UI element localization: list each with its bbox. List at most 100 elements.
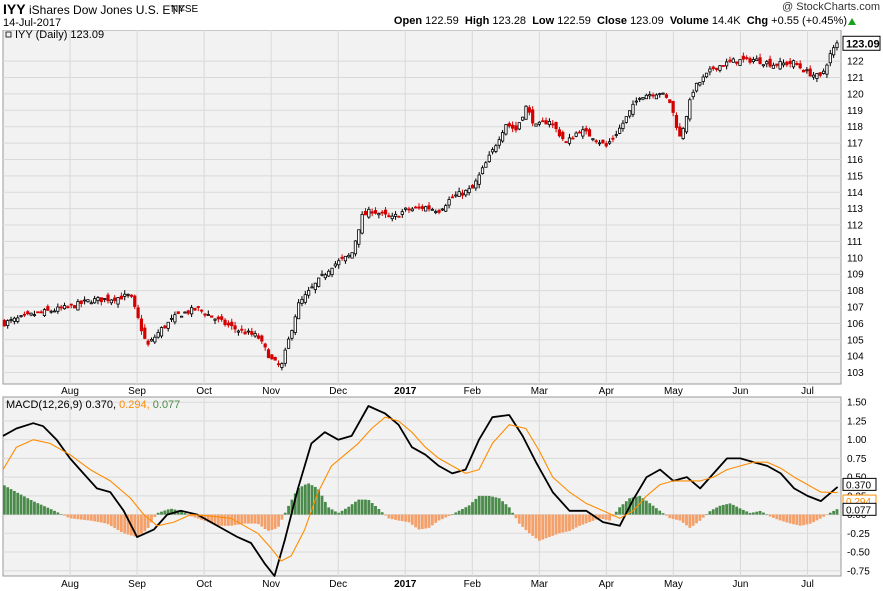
candle-body [143, 327, 147, 339]
candle-body [193, 307, 197, 311]
candle-body [26, 311, 30, 315]
histogram-bar [748, 512, 752, 515]
candle-body [136, 307, 140, 318]
histogram-bar [718, 505, 722, 515]
histogram-bar [327, 507, 331, 515]
histogram-bar [558, 514, 561, 534]
histogram-bar [380, 512, 384, 515]
y-tick-label: -0.50 [847, 548, 870, 559]
candle-body [704, 72, 709, 78]
histogram-bar [701, 514, 705, 518]
y-tick-label: 103 [847, 368, 864, 379]
candle-body [664, 94, 669, 98]
candle-body [450, 196, 455, 199]
x-tick-label: 2017 [394, 386, 417, 397]
histogram-bar [484, 495, 488, 515]
candle-body [139, 318, 144, 332]
histogram-bar [708, 511, 712, 515]
candle-body [203, 313, 207, 316]
histogram-bar [196, 514, 200, 519]
histogram-bar [728, 503, 732, 515]
quote-date: 14-Jul-2017 [3, 17, 62, 29]
histogram-bar [247, 514, 250, 524]
candle-body [684, 116, 689, 133]
candle-body [256, 335, 261, 339]
candle-body [487, 154, 491, 163]
y-tick-label: 1.00 [847, 435, 867, 446]
histogram-bar [785, 514, 789, 523]
candle-body [16, 317, 20, 322]
x-tick-label: Feb [464, 386, 482, 397]
histogram-bar [2, 485, 6, 515]
volume-label: Volume [669, 15, 709, 27]
candle-body [507, 123, 511, 127]
histogram-bar [634, 496, 638, 515]
histogram-bar [638, 495, 642, 515]
histogram-bar [782, 514, 785, 522]
candle-body [494, 145, 498, 152]
candle-body [310, 286, 314, 289]
legend-swatch [5, 31, 12, 38]
candle-body [607, 141, 612, 144]
signal-line [2, 416, 838, 562]
histogram-bar [825, 514, 829, 516]
histogram-bar [367, 500, 371, 515]
last-price-tag [842, 35, 881, 51]
y-tick-label: 114 [847, 188, 863, 199]
histogram-bar [755, 511, 759, 515]
histogram-bar [123, 514, 127, 534]
candle-body [634, 100, 638, 103]
candle-body [86, 299, 90, 303]
histogram-bar [119, 514, 123, 532]
histogram-bar [220, 514, 224, 526]
candle-body [761, 64, 766, 67]
fund-name: iShares Dow Jones U.S. ETF [29, 3, 186, 17]
histogram-bar [26, 498, 30, 515]
y-tick-label: 104 [847, 352, 864, 363]
histogram-bar [136, 514, 140, 537]
candle-body [357, 229, 361, 245]
histogram-bar [798, 514, 802, 526]
candle-body [604, 143, 608, 147]
histogram-bar [350, 504, 354, 515]
candle-body [22, 313, 27, 316]
histogram-bar [738, 508, 742, 515]
histogram-bar [487, 495, 491, 515]
candle-body [805, 69, 809, 72]
candle-body [213, 318, 217, 321]
candle-body [557, 129, 562, 137]
histogram-bar [658, 510, 662, 515]
histogram-bar [675, 514, 678, 520]
histogram-bar [574, 514, 578, 528]
candle-body [424, 206, 428, 212]
candle-body [577, 131, 582, 134]
x-tick-label: Dec [329, 386, 347, 397]
candle-body [534, 123, 538, 127]
histogram-bar [163, 510, 167, 515]
histogram-bar [818, 514, 822, 519]
candle-body [454, 194, 458, 197]
y-tick-label: 122 [847, 57, 864, 68]
histogram-bar [648, 503, 652, 515]
candle-body [2, 319, 6, 327]
candle-body [745, 57, 749, 59]
histogram-bar [354, 501, 357, 515]
histogram-bar [772, 514, 775, 518]
candle-body [297, 302, 301, 320]
histogram-bar [43, 506, 46, 515]
candle-body [440, 208, 444, 211]
y-tick-label: 118 [847, 122, 863, 133]
histogram-bar [501, 501, 504, 515]
candle-body [253, 333, 257, 337]
histogram-bar [437, 514, 441, 521]
candle-body [751, 59, 755, 63]
candle-body [109, 299, 113, 304]
x-tick-label: Feb [464, 579, 482, 590]
candle-body [795, 63, 799, 65]
y-tick-label: 119 [847, 106, 863, 117]
candle-body [447, 199, 451, 206]
y-tick-label: 110 [847, 253, 863, 264]
histogram-bar [287, 505, 290, 515]
close-value: 123.09 [630, 15, 664, 27]
candle-body [293, 316, 297, 333]
